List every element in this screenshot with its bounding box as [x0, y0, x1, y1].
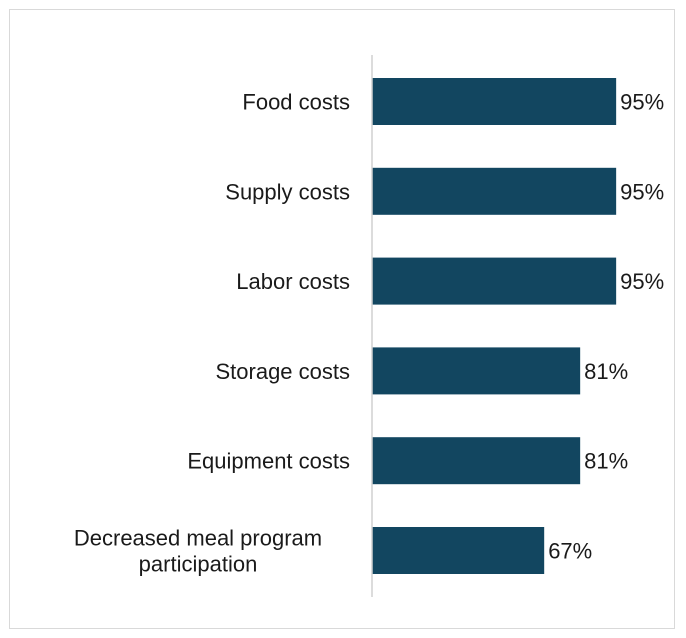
bar-5 [372, 527, 545, 574]
category-label-0-line-0: Food costs [242, 90, 350, 115]
category-labels-group: Food costs Supply costs Labor costs Storage… [74, 90, 350, 577]
value-label-3: 81% [584, 359, 628, 384]
category-label-2: Labor costs [236, 269, 350, 294]
category-label-2-line-0: Labor costs [236, 269, 350, 294]
bar-4 [372, 437, 581, 485]
category-label-3-line-0: Storage costs [215, 359, 350, 384]
category-label-3: Storage costs [215, 359, 350, 384]
bar-1 [372, 167, 617, 215]
value-label-5: 67% [548, 539, 592, 564]
value-label-4: 81% [584, 449, 628, 474]
category-label-5-line-0: Decreased meal program [74, 526, 322, 551]
category-label-4-line-0: Equipment costs [187, 449, 350, 474]
category-label-4: Equipment costs [187, 449, 350, 474]
bar-0 [372, 78, 617, 125]
value-label-0: 95% [620, 90, 664, 115]
category-label-0: Food costs [242, 90, 350, 115]
value-labels-group: 95% 95% 95% 81% 81% 67% [548, 90, 664, 564]
category-label-5: Decreased meal program participation [74, 526, 322, 577]
category-label-5-line-1: participation [139, 552, 258, 577]
value-label-1: 95% [620, 179, 664, 204]
bar-2 [372, 257, 617, 305]
category-label-1-line-0: Supply costs [225, 179, 350, 204]
value-label-2: 95% [620, 269, 664, 294]
bar-3 [372, 347, 581, 395]
category-label-1: Supply costs [225, 179, 350, 204]
bars-group [372, 78, 617, 574]
